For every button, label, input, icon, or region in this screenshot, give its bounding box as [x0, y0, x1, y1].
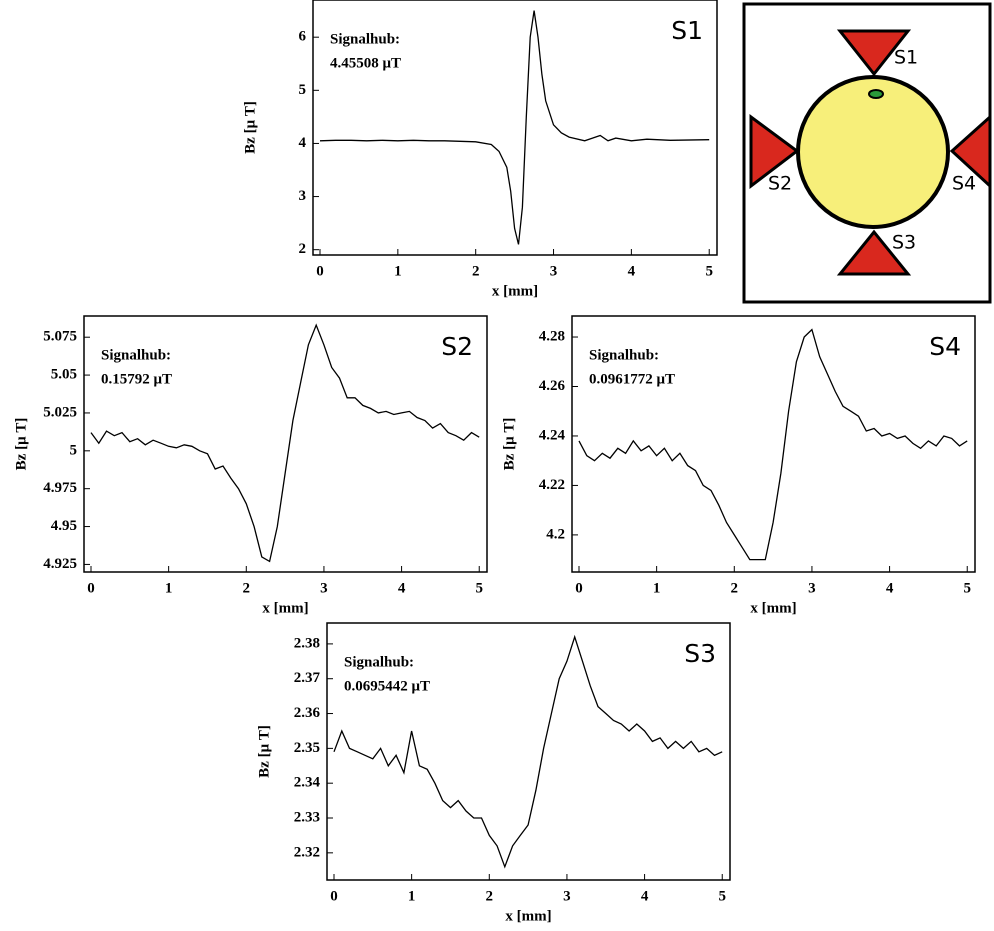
- y-tick-label: 2.33: [294, 809, 320, 825]
- x-tick-label: 1: [394, 263, 402, 279]
- x-tick-label: 0: [316, 263, 324, 279]
- y-tick-label: 4.975: [43, 480, 77, 496]
- x-tick-label: 1: [408, 888, 416, 904]
- figure: S1 S2 S3 S4 2 3 4 5 6 0 1 2 3 4 5 x [mm] Bz [μ T] Sig…: [0, 0, 994, 931]
- x-tick-label: 5: [475, 580, 483, 596]
- x-tick-label: 5: [963, 580, 971, 596]
- marker: [869, 90, 883, 98]
- x-tick-label: 0: [330, 888, 338, 904]
- annotation: Signalhub:: [344, 654, 414, 670]
- sensor-label: S4: [952, 173, 976, 195]
- y-tick-label: 4.26: [539, 378, 566, 394]
- y-tick-label: 4.925: [43, 556, 77, 572]
- panel-label: S1: [671, 16, 703, 45]
- annotation: Signalhub:: [589, 347, 659, 363]
- x-tick-label: 4: [886, 580, 894, 596]
- x-tick-label: 2: [243, 580, 251, 596]
- y-tick-label: 4.22: [539, 477, 565, 493]
- y-tick-label: 2.34: [294, 775, 321, 791]
- sensor-label: S1: [894, 47, 918, 69]
- chart: 2 3 4 5 6 0 1 2 3 4 5 x [mm] Bz [μ T] Signalhub: 4.455…: [242, 0, 717, 299]
- sphere: [798, 77, 948, 227]
- y-tick-label: 2.38: [294, 635, 320, 651]
- x-tick-label: 4: [398, 580, 406, 596]
- y-tick-label: 3: [299, 188, 307, 204]
- data-line: [579, 330, 967, 560]
- sensor-diagram: S1 S2 S3 S4: [744, 4, 990, 302]
- x-axis-label: x [mm]: [262, 600, 308, 616]
- annotation: 4.45508 μT: [330, 55, 401, 71]
- x-tick-label: 1: [165, 580, 173, 596]
- sensor-label: S3: [892, 232, 916, 254]
- x-axis-label: x [mm]: [750, 600, 796, 616]
- y-axis-label: Bz [μ T]: [242, 101, 258, 154]
- y-axis-label: Bz [μ T]: [13, 418, 29, 471]
- y-tick-label: 4: [299, 135, 307, 151]
- chart: 4.925 4.95 4.975 5 5.025 5.05 5.075 0 1 2 3 4 5 x [mm…: [13, 316, 487, 616]
- chart: 4.2 4.22 4.24 4.26 4.28 0 1 2 3 4 5 x [mm] Bz [μ T] S…: [501, 316, 975, 616]
- panel-label: S4: [929, 332, 961, 361]
- annotation: Signalhub:: [330, 31, 400, 47]
- y-axis-label: Bz [μ T]: [256, 725, 272, 778]
- y-tick-label: 5.05: [51, 367, 77, 383]
- x-tick-label: 4: [641, 888, 649, 904]
- y-tick-label: 2.32: [294, 844, 320, 860]
- x-tick-label: 3: [550, 263, 558, 279]
- x-tick-label: 3: [563, 888, 571, 904]
- x-tick-label: 1: [653, 580, 661, 596]
- y-tick-label: 2.35: [294, 740, 320, 756]
- x-tick-label: 3: [320, 580, 328, 596]
- y-tick-label: 6: [299, 29, 307, 45]
- x-tick-label: 2: [731, 580, 739, 596]
- y-tick-label: 2.36: [294, 705, 321, 721]
- y-tick-label: 2.37: [294, 670, 321, 686]
- data-line: [334, 637, 722, 867]
- x-tick-label: 4: [628, 263, 636, 279]
- y-tick-label: 5.025: [43, 404, 77, 420]
- annotation: 0.15792 μT: [101, 371, 172, 387]
- x-axis-label: x [mm]: [505, 908, 551, 924]
- x-tick-label: 2: [486, 888, 494, 904]
- sensor-label: S2: [768, 173, 792, 195]
- y-tick-label: 5: [70, 442, 78, 458]
- y-tick-label: 2: [299, 241, 307, 257]
- x-tick-label: 0: [575, 580, 583, 596]
- annotation: Signalhub:: [101, 347, 171, 363]
- annotation: 0.0961772 μT: [589, 371, 675, 387]
- annotation: 0.0695442 μT: [344, 678, 430, 694]
- panel-label: S3: [684, 639, 716, 668]
- x-tick-label: 2: [472, 263, 480, 279]
- y-tick-label: 4.28: [539, 328, 565, 344]
- y-tick-label: 4.95: [51, 518, 77, 534]
- x-axis-label: x [mm]: [492, 283, 538, 299]
- panel-label: S2: [441, 332, 473, 361]
- y-tick-label: 4.2: [546, 526, 565, 542]
- y-tick-label: 4.24: [539, 427, 566, 443]
- chart: 2.32 2.33 2.34 2.35 2.36 2.37 2.38 0 1 2 3 4 5 x [mm]…: [256, 623, 730, 924]
- y-tick-label: 5: [299, 82, 307, 98]
- x-tick-label: 3: [808, 580, 816, 596]
- x-tick-label: 5: [705, 263, 713, 279]
- x-tick-label: 5: [718, 888, 726, 904]
- x-tick-label: 0: [87, 580, 95, 596]
- y-tick-label: 5.075: [43, 329, 77, 345]
- y-axis-label: Bz [μ T]: [501, 418, 517, 471]
